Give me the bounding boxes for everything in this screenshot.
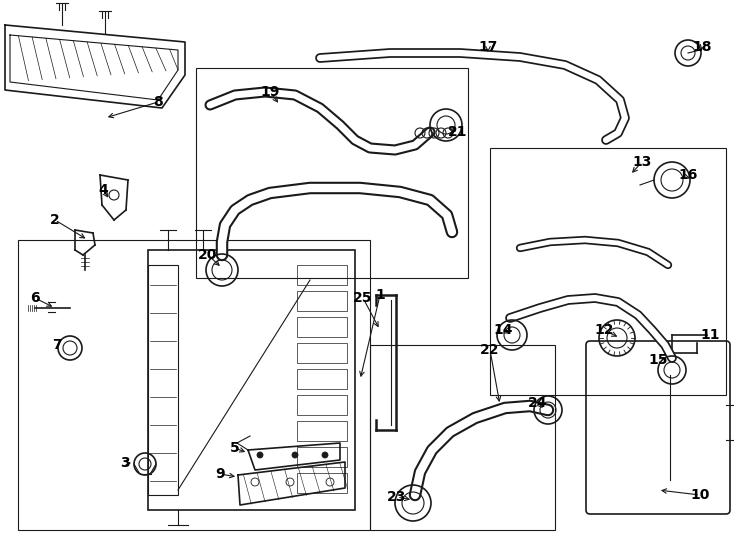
Text: 13: 13 [632,155,652,169]
Text: 9: 9 [215,467,225,481]
Text: 18: 18 [692,40,712,54]
Text: 3: 3 [120,456,130,470]
Text: 6: 6 [30,291,40,305]
Text: 14: 14 [493,323,513,337]
Bar [297,265,347,285]
Bar [370,345,555,530]
Text: 4: 4 [98,183,108,197]
Bar [148,250,355,510]
Bar [297,291,347,311]
Bar [297,369,347,389]
Text: 19: 19 [261,85,280,99]
Text: 17: 17 [479,40,498,54]
Bar [297,421,347,441]
Bar [490,148,726,395]
Text: 16: 16 [678,168,698,182]
Bar [148,265,178,495]
Text: 15: 15 [648,353,668,367]
Circle shape [322,452,328,458]
Bar [196,68,468,278]
Text: 5: 5 [230,441,240,455]
Bar [297,317,347,337]
Bar [297,447,347,467]
Text: 24: 24 [528,396,548,410]
Text: 21: 21 [448,125,468,139]
Text: 12: 12 [595,323,614,337]
Text: 11: 11 [700,328,720,342]
Text: 7: 7 [52,338,62,352]
Text: 1: 1 [375,288,385,302]
Bar [18,240,370,530]
Bar [297,473,347,493]
Text: 10: 10 [690,488,710,502]
Text: 25: 25 [353,291,373,305]
Circle shape [292,452,298,458]
Text: 8: 8 [153,95,163,109]
Bar [297,343,347,363]
Circle shape [257,452,263,458]
Text: 20: 20 [198,248,218,262]
Text: 2: 2 [50,213,60,227]
Text: 23: 23 [388,490,407,504]
Bar [297,395,347,415]
Text: 22: 22 [480,343,500,357]
